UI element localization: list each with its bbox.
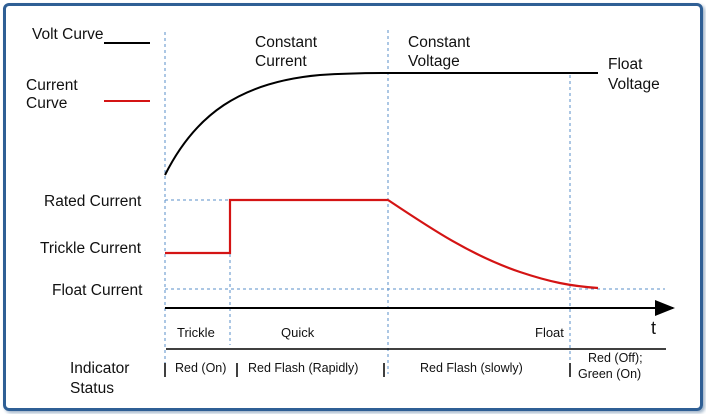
current-curve bbox=[165, 198, 599, 290]
volt-curve bbox=[164, 72, 598, 176]
constant-current-label-1: Constant bbox=[255, 34, 318, 51]
indicator-status-label-2: Status bbox=[70, 380, 114, 397]
float-voltage-label-1: Float bbox=[608, 56, 643, 73]
stage-quick-label: Quick bbox=[281, 325, 315, 340]
rated-current-label: Rated Current bbox=[44, 193, 142, 210]
constant-current-label-2: Current bbox=[255, 53, 307, 70]
indicator-quick-text: Red Flash (Rapidly) bbox=[248, 361, 358, 375]
float-voltage-label-2: Voltage bbox=[608, 76, 660, 93]
current-curve-legend-label-2: Curve bbox=[26, 95, 67, 112]
stage-trickle-label: Trickle bbox=[177, 325, 215, 340]
constant-voltage-label-1: Constant bbox=[408, 34, 471, 51]
current-curve-legend-label-1: Current bbox=[26, 77, 78, 94]
volt-curve-legend-label: Volt Curve bbox=[32, 26, 104, 43]
indicator-float-text-1: Red (Off); bbox=[588, 351, 643, 365]
float-current-label: Float Current bbox=[52, 282, 143, 299]
time-axis-label: t bbox=[651, 318, 656, 338]
indicator-status-label-1: Indicator bbox=[70, 360, 129, 377]
indicator-slow-text: Red Flash (slowly) bbox=[420, 361, 523, 375]
indicator-float-text-2: Green (On) bbox=[578, 367, 641, 381]
diagram-frame bbox=[3, 3, 703, 411]
indicator-trickle-text: Red (On) bbox=[175, 361, 226, 375]
trickle-current-label: Trickle Current bbox=[40, 240, 142, 257]
stage-float-label: Float bbox=[535, 325, 564, 340]
constant-voltage-label-2: Voltage bbox=[408, 53, 460, 70]
